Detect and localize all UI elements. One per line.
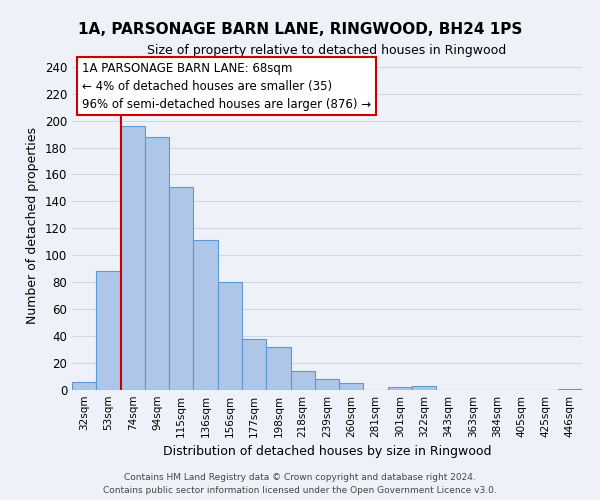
Bar [218,282,242,390]
Bar [339,384,364,390]
Bar [388,388,412,390]
Text: 1A, PARSONAGE BARN LANE, RINGWOOD, BH24 1PS: 1A, PARSONAGE BARN LANE, RINGWOOD, BH24 … [78,22,522,38]
Bar [315,379,339,390]
Bar [193,240,218,390]
Bar [412,386,436,390]
Bar [96,272,121,390]
Bar [145,137,169,390]
Y-axis label: Number of detached properties: Number of detached properties [26,126,39,324]
Text: 1A PARSONAGE BARN LANE: 68sqm
← 4% of detached houses are smaller (35)
96% of se: 1A PARSONAGE BARN LANE: 68sqm ← 4% of de… [82,62,371,110]
Bar [121,126,145,390]
Bar [266,347,290,390]
Bar [290,371,315,390]
Bar [242,339,266,390]
Title: Size of property relative to detached houses in Ringwood: Size of property relative to detached ho… [148,44,506,58]
X-axis label: Distribution of detached houses by size in Ringwood: Distribution of detached houses by size … [163,446,491,458]
Text: Contains HM Land Registry data © Crown copyright and database right 2024.
Contai: Contains HM Land Registry data © Crown c… [103,474,497,495]
Bar [72,382,96,390]
Bar [558,388,582,390]
Bar [169,186,193,390]
